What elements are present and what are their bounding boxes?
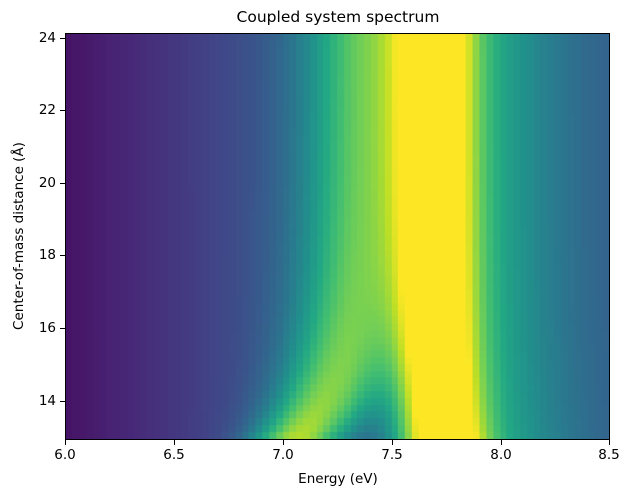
x-tick-label: 6.0: [54, 447, 76, 463]
y-tick-label: 14: [38, 393, 56, 409]
y-tick: [60, 401, 65, 402]
x-tick: [609, 440, 610, 445]
x-tick-label: 8.0: [490, 447, 512, 463]
x-tick: [174, 440, 175, 445]
x-axis-title: Energy (eV): [298, 471, 378, 487]
x-tick: [501, 440, 502, 445]
y-tick-label: 24: [38, 30, 56, 46]
x-tick: [392, 440, 393, 445]
x-tick-label: 7.0: [272, 447, 294, 463]
x-tick: [283, 440, 284, 445]
y-tick: [60, 38, 65, 39]
x-tick: [65, 440, 66, 445]
y-tick-label: 22: [38, 102, 56, 118]
y-tick: [60, 255, 65, 256]
y-axis-title: Center-of-mass distance (Å): [11, 142, 27, 330]
x-tick-label: 7.5: [381, 447, 403, 463]
heatmap-canvas: [66, 34, 609, 439]
y-tick: [60, 328, 65, 329]
y-tick-label: 16: [38, 320, 56, 336]
x-tick-label: 8.5: [598, 447, 620, 463]
heatmap-plot-area: [65, 33, 610, 440]
chart-title: Coupled system spectrum: [236, 8, 440, 26]
y-tick: [60, 183, 65, 184]
y-tick-label: 18: [38, 247, 56, 263]
y-tick-label: 20: [38, 175, 56, 191]
x-tick-label: 6.5: [163, 447, 185, 463]
y-tick: [60, 110, 65, 111]
